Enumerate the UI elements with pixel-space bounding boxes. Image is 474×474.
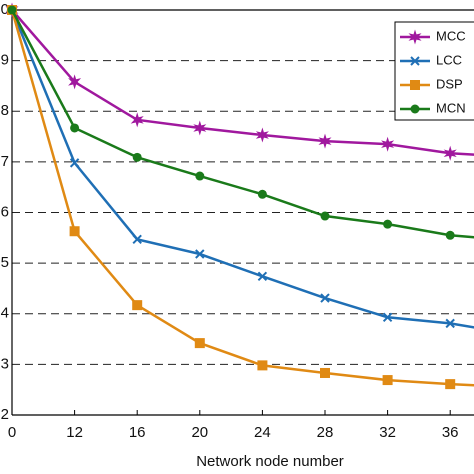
marker: [193, 120, 207, 136]
y-tick-label: 1.0: [0, 1, 9, 18]
marker: [195, 249, 205, 259]
marker: [132, 300, 143, 311]
legend-label: DSP: [436, 76, 463, 91]
marker: [410, 56, 420, 66]
marker: [7, 5, 17, 15]
marker: [257, 360, 268, 371]
x-tick-label: 20: [191, 424, 208, 441]
marker: [132, 152, 142, 162]
marker: [69, 158, 80, 168]
marker: [257, 271, 268, 281]
marker: [132, 234, 142, 245]
x-tick-label: 12: [66, 424, 83, 441]
marker: [383, 219, 393, 229]
y-tick-label: 0.9: [0, 52, 9, 69]
x-tick-label: 36: [442, 424, 459, 441]
marker: [320, 367, 330, 378]
legend-box: [394, 21, 474, 121]
marker: [382, 312, 393, 323]
y-tick-label: 0.2: [0, 406, 9, 423]
x-axis-label: Network node number: [196, 453, 344, 470]
x-tick-label: 24: [254, 424, 271, 441]
marker: [445, 318, 455, 329]
legend-label: LCC: [436, 52, 462, 67]
y-tick-label: 0.6: [0, 203, 9, 220]
marker: [381, 136, 395, 152]
legend-label: MCC: [436, 28, 466, 43]
marker: [195, 171, 205, 181]
x-tick-label: 32: [379, 424, 396, 441]
marker: [320, 211, 330, 221]
marker: [445, 379, 456, 390]
legend-label: MCN: [436, 100, 466, 115]
y-tick-label: 0.7: [0, 153, 9, 170]
marker: [255, 127, 269, 143]
y-tick-label: 0.4: [0, 305, 9, 322]
y-tick-label: 0.8: [0, 102, 9, 119]
marker: [382, 375, 393, 386]
y-tick-label: 0.5: [0, 254, 9, 271]
marker: [194, 338, 205, 349]
marker: [257, 189, 267, 199]
legend: MCC LCC DSP MCN: [394, 21, 474, 121]
marker: [69, 226, 80, 237]
marker: [445, 230, 455, 240]
y-tick-label: 0.3: [0, 355, 9, 372]
marker: [410, 80, 420, 90]
marker: [318, 133, 332, 149]
marker: [443, 145, 457, 161]
x-tick-label: 0: [8, 424, 16, 441]
x-tick-label: 16: [129, 424, 146, 441]
marker: [130, 112, 144, 128]
marker: [410, 104, 420, 114]
marker: [70, 123, 80, 133]
marker: [68, 74, 82, 90]
marker: [320, 293, 330, 303]
marker: [408, 29, 422, 45]
x-tick-label: 28: [317, 424, 334, 441]
